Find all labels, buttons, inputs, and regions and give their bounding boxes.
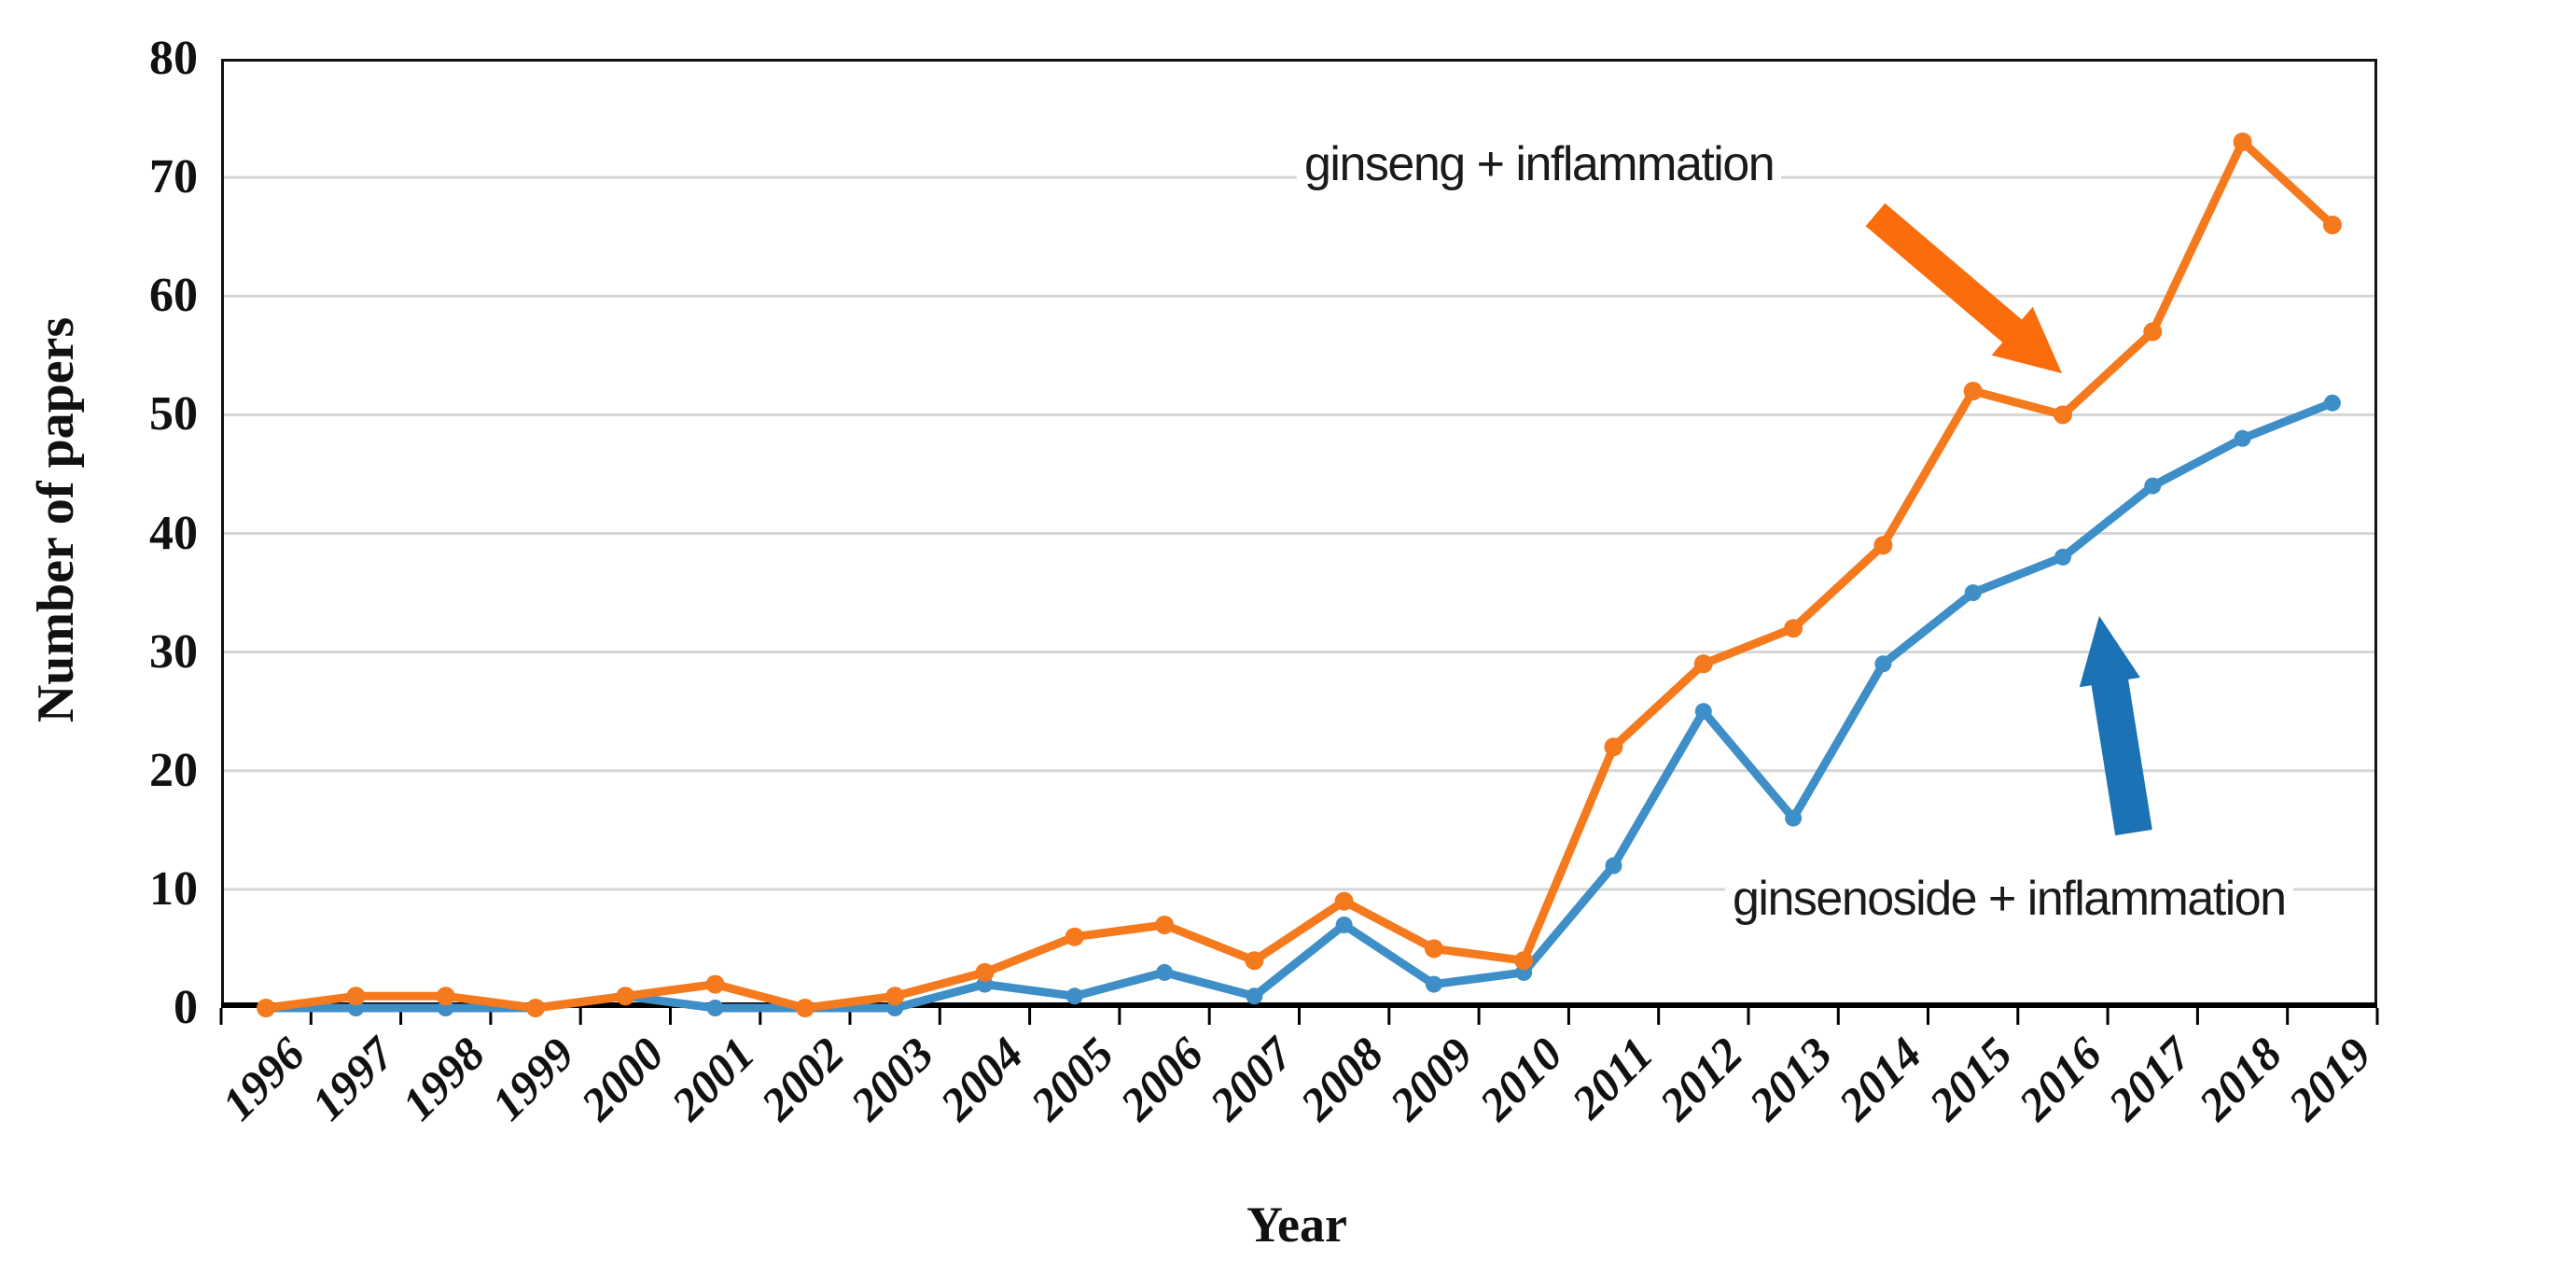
point-ginseng-1996 [257,999,276,1017]
point-ginseng-1999 [526,999,545,1017]
point-ginseng-2000 [616,987,635,1006]
point-ginseng-1998 [436,987,455,1006]
point-ginseng-2006 [1155,916,1175,934]
point-ginseng-2003 [885,987,905,1006]
point-ginseng-2001 [705,974,725,994]
point-ginseng-2005 [1065,927,1084,946]
point-ginseng-2017 [2143,322,2163,342]
point-ginsenoside-2006 [1156,963,1174,981]
y-tick-label-40: 40 [149,507,198,560]
point-ginseng-2012 [1693,654,1713,674]
point-ginsenoside-2008 [1335,917,1353,933]
point-ginseng-2019 [2322,216,2342,234]
y-tick-label-10: 10 [149,862,198,916]
point-ginseng-2004 [975,962,995,982]
point-ginsenoside-2017 [2144,477,2162,495]
point-ginsenoside-2015 [1964,584,1982,602]
ginseng-arrow-icon [1865,203,2062,373]
y-tick-label-80: 80 [149,32,198,85]
point-ginsenoside-2007 [1246,987,1263,1005]
point-ginsenoside-2005 [1065,987,1083,1005]
point-ginsenoside-2019 [2323,394,2341,412]
y-tick-label-70: 70 [149,150,198,203]
point-ginsenoside-2009 [1425,975,1442,993]
point-ginseng-2014 [1873,536,1893,555]
point-ginsenoside-2014 [1874,655,1892,673]
annotation-ginsenoside-inflammation: ginsenoside + inflammation [1725,867,2293,931]
point-ginsenoside-2013 [1785,809,1803,827]
series-line-ginseng [261,137,2337,1013]
point-ginseng-1997 [346,987,366,1006]
point-ginseng-2016 [2054,405,2072,425]
point-ginseng-2002 [795,999,815,1017]
annotation-ginseng-inflammation: ginseng + inflammation [1297,133,1782,196]
point-ginseng-2007 [1245,951,1264,971]
point-ginseng-2008 [1334,891,1354,911]
y-tick-label-20: 20 [149,744,198,797]
point-ginsenoside-2018 [2234,429,2251,447]
point-ginseng-2010 [1514,951,1534,971]
y-tick-label-0: 0 [174,981,198,1034]
y-tick-label-60: 60 [149,269,198,322]
point-ginsenoside-2011 [1605,857,1622,875]
point-ginseng-2013 [1784,619,1803,638]
point-ginsenoside-2012 [1694,703,1712,721]
point-ginseng-2009 [1424,939,1443,959]
point-ginseng-2018 [2233,133,2252,151]
y-tick-label-50: 50 [149,387,198,441]
ginsenoside-arrow-icon [2079,616,2152,836]
y-tick-label-30: 30 [149,625,198,679]
x-axis-title: Year [1246,1197,1347,1253]
point-ginsenoside-2001 [706,1000,724,1016]
point-ginseng-2015 [1963,382,1983,400]
point-ginseng-2011 [1604,737,1623,757]
point-ginsenoside-2016 [2054,548,2071,566]
